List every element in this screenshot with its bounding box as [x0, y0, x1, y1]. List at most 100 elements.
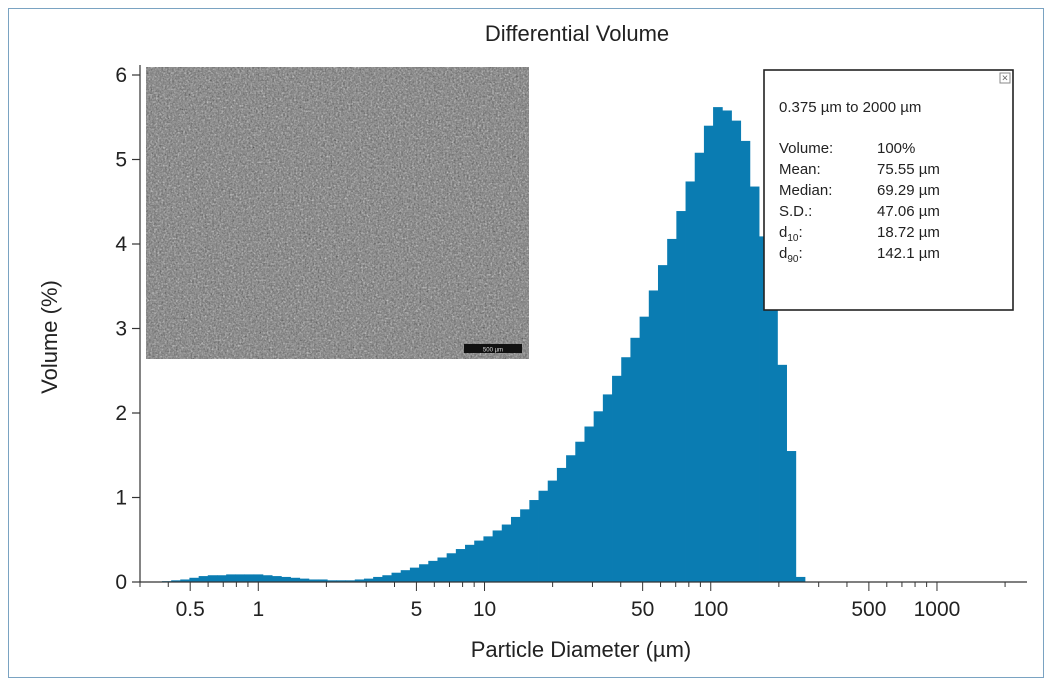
histogram-bar	[244, 574, 255, 582]
histogram-bar	[382, 575, 392, 582]
histogram-bar	[749, 186, 760, 583]
stat-value: 75.55 µm	[877, 161, 940, 178]
histogram-bar	[630, 337, 641, 582]
histogram-bar	[308, 579, 319, 582]
histogram-bar	[483, 536, 494, 582]
histogram-bar	[400, 570, 411, 582]
differential-volume-chart: Differential Volume 0 1 2 3 4 5 6 0.5 1 5 10 50 100…	[37, 21, 1027, 662]
stat-value: 47.06 µm	[877, 203, 940, 220]
x-tick-label: 5	[411, 598, 423, 621]
x-tick-label: 10	[473, 598, 496, 621]
histogram-bar	[547, 480, 558, 582]
histogram-bar	[281, 576, 291, 582]
histogram-bar	[520, 509, 530, 582]
scale-bar-label: 500 µm	[483, 348, 503, 354]
histogram-bar	[180, 579, 190, 582]
histogram-bar	[556, 467, 567, 582]
histogram-bar	[437, 557, 448, 582]
stat-label: Volume:	[779, 140, 833, 157]
histogram-bar	[667, 238, 677, 582]
histogram-bar	[198, 576, 209, 582]
histogram-bar	[510, 516, 521, 582]
histogram-bar	[740, 140, 751, 582]
histogram-bar	[639, 316, 650, 582]
histogram-bar	[318, 579, 328, 582]
stat-value: 142.1 µm	[877, 245, 940, 262]
histogram-bar	[465, 544, 475, 582]
histogram-bar	[409, 567, 420, 582]
close-symbol: ×	[1002, 73, 1008, 85]
stats-box: × 0.375 µm to 2000 µm Volume: 100% Mean: 75…	[763, 69, 1014, 311]
histogram-bar	[759, 236, 769, 582]
histogram-bar	[713, 107, 723, 583]
histogram-bar	[299, 578, 310, 582]
stat-value: 18.72 µm	[877, 224, 940, 241]
figure-frame: Differential Volume 0 1 2 3 4 5 6 0.5 1 5 10 50 100…	[8, 8, 1044, 678]
histogram-bar	[207, 575, 218, 582]
close-box-icon[interactable]	[999, 72, 1011, 84]
histogram-bar	[731, 120, 742, 582]
histogram-bar	[621, 357, 631, 582]
histogram-bar	[391, 572, 402, 582]
y-tick-label: 2	[115, 402, 127, 425]
x-tick-label: 50	[631, 598, 654, 621]
histogram-bar	[501, 524, 512, 582]
scale-bar	[464, 344, 522, 353]
histogram-bar	[474, 540, 484, 582]
stat-label: Mean:	[779, 161, 821, 178]
histogram-bar	[336, 580, 347, 582]
histogram-bar	[290, 577, 301, 582]
axes	[139, 65, 1027, 583]
y-tick-label: 0	[115, 571, 127, 594]
histogram-bar	[777, 364, 787, 582]
x-tick-label: 1	[252, 598, 264, 621]
x-ticks: 0.5 1 5 10 50 100 500 1000	[139, 582, 1006, 621]
histogram-bar	[235, 574, 245, 582]
y-tick-label: 3	[115, 318, 127, 341]
stats-range: 0.375 µm to 2000 µm	[779, 99, 921, 116]
histogram-bar	[363, 578, 374, 582]
histogram-bar	[419, 564, 429, 582]
histogram-bar	[327, 580, 337, 582]
histogram-bar	[694, 152, 705, 583]
x-axis-title: Particle Diameter (µm)	[471, 637, 691, 662]
histogram-bar	[676, 211, 686, 583]
histogram-bar	[602, 394, 613, 582]
histogram-bar	[455, 549, 466, 582]
sem-inset-image: 500 µm	[146, 67, 529, 359]
stat-value: 69.29 µm	[877, 182, 940, 199]
histogram-bar	[538, 490, 549, 582]
histogram-bar	[612, 375, 622, 582]
x-tick-label: 100	[693, 598, 728, 621]
histogram-bar	[786, 451, 797, 582]
chart-title: Differential Volume	[485, 21, 669, 46]
histogram-bar	[428, 560, 438, 582]
histogram-bar	[189, 577, 200, 582]
histogram-bar	[703, 125, 714, 582]
x-tick-label: 0.5	[176, 598, 205, 621]
stat-label: Median:	[779, 182, 832, 199]
histogram-bar	[529, 500, 539, 582]
histogram-bar	[253, 574, 264, 582]
histogram-bar	[492, 530, 503, 582]
histogram-bar	[171, 580, 181, 582]
stat-value: 100%	[877, 140, 915, 157]
histogram-bar	[768, 293, 778, 582]
bars-group	[161, 107, 806, 583]
x-tick-label: 1000	[914, 598, 961, 621]
histogram-bar	[226, 574, 236, 582]
histogram-bar	[584, 426, 595, 582]
histogram-bar	[446, 553, 457, 582]
histogram-bar	[566, 455, 576, 582]
histogram-bar	[722, 110, 732, 583]
y-tick-label: 1	[115, 487, 127, 510]
y-ticks: 0 1 2 3 4 5 6	[115, 64, 140, 594]
y-tick-label: 5	[115, 149, 127, 172]
histogram-bar	[345, 580, 356, 582]
histogram-bar	[648, 290, 659, 582]
x-tick-label: 500	[851, 598, 886, 621]
histogram-bar	[593, 411, 604, 582]
histogram-bar	[272, 576, 282, 582]
histogram-bar	[217, 575, 227, 582]
histogram-bar	[795, 576, 806, 582]
